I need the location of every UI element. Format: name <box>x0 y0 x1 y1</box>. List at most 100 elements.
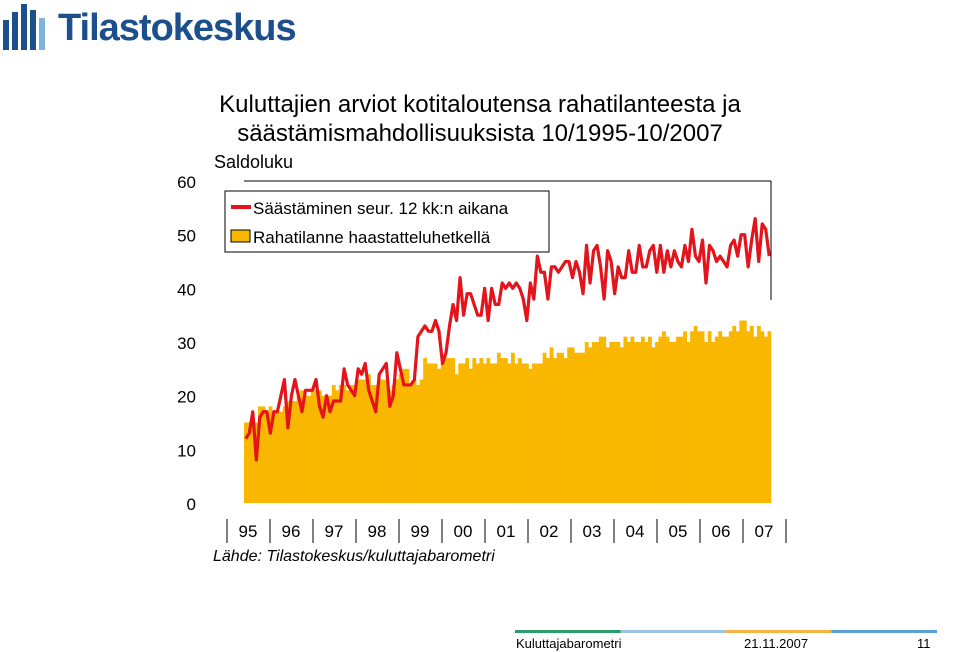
chart-title: Kuluttajien arviot kotitaloutensa rahati… <box>120 90 840 148</box>
chart-grid <box>244 180 772 300</box>
bar <box>665 336 670 503</box>
bar <box>289 401 294 503</box>
bar <box>419 379 424 503</box>
x-tick-label: 00 <box>454 522 473 541</box>
bar <box>570 347 575 503</box>
bar <box>496 352 501 503</box>
bar <box>430 363 435 503</box>
bar <box>331 384 336 503</box>
x-tick-labels: 95 96 97 98 99 00 01 02 03 04 05 06 07 <box>226 519 787 543</box>
bar <box>398 374 403 503</box>
bar <box>658 336 663 503</box>
bar <box>686 342 691 503</box>
bar <box>672 342 677 503</box>
legend-bar-swatch <box>230 229 251 243</box>
bar <box>753 336 758 503</box>
footer-name: Kuluttajabarometri <box>516 636 622 651</box>
bar <box>437 368 442 503</box>
bar <box>539 363 543 503</box>
bar <box>402 368 406 503</box>
bar <box>711 342 716 503</box>
bar <box>475 363 480 503</box>
legend-label-bar: Rahatilanne haastatteluhetkellä <box>253 228 491 247</box>
bar <box>268 406 273 503</box>
bar <box>760 331 765 503</box>
bar <box>286 401 290 503</box>
bar <box>535 363 540 503</box>
bar <box>735 331 740 503</box>
bar <box>454 374 459 503</box>
bar <box>574 352 579 503</box>
bar <box>345 390 350 503</box>
bar <box>363 379 368 503</box>
bar <box>465 358 470 503</box>
bar <box>381 379 385 503</box>
bar <box>732 325 737 503</box>
footer-color-bar <box>515 630 937 633</box>
bar <box>588 347 593 503</box>
bar <box>451 358 456 503</box>
bar <box>388 390 392 503</box>
bar <box>447 358 452 503</box>
bar <box>391 384 396 503</box>
bar <box>581 352 586 503</box>
bar <box>307 395 312 503</box>
bar <box>591 342 596 503</box>
bar <box>690 331 694 503</box>
bar <box>359 379 364 503</box>
bar <box>377 379 382 503</box>
logo-text: Tilastokeskus <box>58 7 297 49</box>
bar <box>503 358 508 503</box>
bar <box>479 358 484 503</box>
bar <box>518 358 522 503</box>
bar <box>352 384 357 503</box>
bar <box>458 363 463 503</box>
bar <box>444 358 449 503</box>
bar <box>567 347 572 503</box>
bar <box>395 379 399 503</box>
bar <box>637 342 642 503</box>
bar <box>314 390 319 503</box>
x-tick-label: 03 <box>583 522 602 541</box>
footer-date: 21.11.2007 <box>744 636 809 651</box>
bar <box>763 336 768 503</box>
bar <box>676 336 680 503</box>
bar <box>303 395 308 503</box>
bar <box>254 422 259 503</box>
bar <box>609 342 614 503</box>
x-tick-label: 06 <box>712 522 731 541</box>
bar <box>553 358 557 503</box>
x-tick-label: 95 <box>239 522 258 541</box>
bar <box>486 358 491 503</box>
bar <box>317 390 322 503</box>
bar <box>641 336 645 503</box>
bar <box>528 368 533 503</box>
bar <box>549 347 554 503</box>
bar <box>767 331 772 503</box>
bar <box>521 363 526 503</box>
bar <box>532 363 536 503</box>
bar <box>310 390 315 503</box>
bar <box>275 411 280 503</box>
bar <box>595 342 600 503</box>
bar <box>472 358 477 503</box>
bar <box>356 379 361 503</box>
x-tick-label: 99 <box>411 522 430 541</box>
bar <box>648 336 652 503</box>
bar <box>619 347 624 503</box>
bar <box>679 336 684 503</box>
x-tick-label: 02 <box>540 522 559 541</box>
bar <box>721 336 726 503</box>
bar <box>500 358 505 503</box>
bar <box>423 358 427 503</box>
x-tick-label: 01 <box>497 522 516 541</box>
y-tick-label: 20 <box>177 388 196 407</box>
bar <box>251 417 255 503</box>
bar <box>560 352 565 503</box>
x-tick-label: 98 <box>368 522 387 541</box>
bar <box>384 379 389 503</box>
bar <box>693 325 698 503</box>
bar <box>697 331 702 503</box>
bar <box>433 363 438 503</box>
